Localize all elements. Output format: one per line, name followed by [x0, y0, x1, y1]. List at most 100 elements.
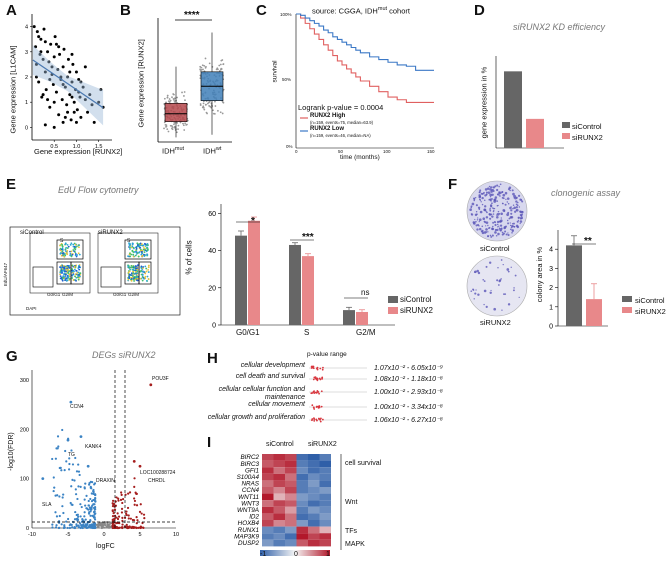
colony-dot — [500, 212, 503, 216]
heatmap-gene-label: WNT9A — [237, 507, 259, 514]
colony-dot — [506, 213, 510, 217]
colony-dot — [492, 225, 494, 228]
a-point — [60, 98, 64, 102]
flow-event — [68, 278, 71, 280]
heatmap-cell — [285, 533, 297, 540]
b-jitter-point — [185, 124, 188, 126]
colony-dot — [498, 279, 502, 282]
volcano-point — [52, 476, 55, 479]
colony-dot — [496, 214, 498, 216]
colony-dot — [476, 269, 479, 273]
h-range-dot — [313, 419, 316, 422]
a-point — [35, 30, 39, 34]
heatmap-cell — [319, 500, 331, 507]
a-point — [70, 80, 74, 84]
flow-event — [65, 280, 68, 282]
h-range-dot — [311, 418, 314, 420]
volcano-point — [82, 523, 85, 526]
f-sig: ** — [584, 236, 592, 247]
volcano-point — [87, 499, 90, 503]
volcano-point — [64, 449, 67, 453]
h-range-dot — [312, 365, 315, 368]
b-jitter-point — [220, 59, 223, 62]
volcano-point — [111, 509, 114, 512]
volcano-point — [68, 462, 71, 466]
heatmap-cell — [308, 493, 320, 501]
b-jitter-point — [168, 98, 171, 100]
volcano-point — [117, 497, 120, 500]
colony-dot — [473, 199, 476, 202]
colony-dot — [515, 200, 518, 203]
flow-event — [144, 249, 147, 252]
flow-event — [127, 255, 129, 258]
volcano-point — [58, 495, 61, 498]
colony-dot — [485, 228, 488, 231]
colony-dot — [482, 278, 485, 281]
flow-event — [135, 246, 137, 249]
colony-dot — [485, 225, 487, 227]
volcano-point — [92, 516, 96, 519]
volcano-point — [131, 518, 135, 522]
volcano-point — [54, 457, 57, 460]
colony-dot — [498, 225, 500, 227]
g-title: DEGs siRUNX2 — [92, 350, 156, 360]
flow-event — [60, 248, 63, 251]
volcano-point — [128, 525, 131, 528]
heatmap-cell — [262, 467, 274, 474]
volcano-point — [127, 514, 130, 517]
volcano-point — [95, 523, 98, 526]
heatmap-cell — [296, 539, 308, 547]
flow-event — [78, 268, 81, 271]
colony-dot — [516, 220, 519, 223]
volcano-point — [51, 526, 54, 529]
flow-event — [132, 253, 135, 256]
km-low-curve — [296, 13, 434, 71]
colony-dot — [506, 201, 509, 203]
flow-event — [78, 276, 81, 279]
g-gene-tg: TG — [68, 452, 75, 458]
colony-dot — [515, 206, 518, 209]
volcano-point — [86, 526, 89, 529]
e-cat-s: S — [304, 328, 310, 337]
colony-dot — [471, 202, 475, 206]
colony-dot — [486, 211, 488, 214]
flow-event — [143, 247, 146, 250]
colony-dot — [507, 222, 510, 225]
f-ytick-label: 0 — [549, 324, 553, 331]
flow-event — [131, 243, 134, 246]
h-range-dot — [315, 367, 318, 370]
colony-dot — [478, 190, 481, 194]
a-point — [48, 78, 52, 82]
c-high-sub: (n=159, events=75, median=63.9) — [310, 120, 373, 125]
d-legend-2: siRUNX2 — [572, 133, 603, 142]
flow-event — [59, 244, 61, 247]
flow-event — [127, 271, 130, 274]
heatmap-cell — [285, 539, 297, 547]
heatmap-gene-label: WNT11 — [238, 494, 259, 501]
volcano-point — [115, 516, 118, 519]
flow-event — [136, 245, 139, 248]
g-gene-loc: LOC100288724 — [140, 470, 176, 476]
b-jitter-point — [221, 112, 224, 115]
flow-event — [61, 270, 64, 273]
a-point — [65, 103, 69, 107]
flow-event — [67, 275, 70, 278]
volcano-point — [121, 523, 124, 526]
colony-dot — [479, 189, 482, 192]
colony-dot — [479, 199, 482, 201]
flow-event — [131, 242, 134, 245]
panel-b-boxplot — [157, 18, 232, 143]
flow-event — [59, 247, 62, 250]
b-jitter-point — [182, 122, 184, 125]
flow-event — [64, 265, 67, 268]
colony-dot — [509, 228, 512, 231]
a-point — [46, 98, 50, 102]
h-row-range-bar — [309, 417, 367, 423]
colony-dot — [485, 221, 489, 225]
a-xtick-label: 1.5 — [95, 144, 103, 150]
d-bar — [504, 71, 522, 148]
a-ytick-label: 1 — [25, 100, 28, 106]
flow-event — [78, 253, 81, 256]
colony-dot — [478, 220, 480, 223]
